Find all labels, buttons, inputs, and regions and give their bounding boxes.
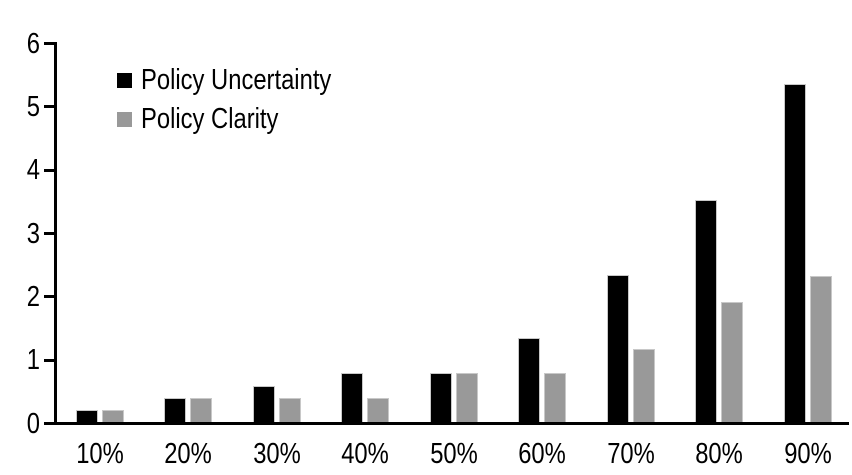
x-tick-label-30%: 30% <box>253 438 301 470</box>
bar-policy-uncertainty-80% <box>695 200 718 422</box>
x-tick-label-80%: 80% <box>695 438 743 470</box>
bar-policy-clarity-40% <box>367 398 390 422</box>
bar-policy-clarity-10% <box>102 410 124 422</box>
y-tick-label-6: 6 <box>26 27 40 60</box>
y-tick-label-5: 5 <box>26 90 40 123</box>
x-tick-label-10%: 10% <box>76 438 124 470</box>
bar-policy-uncertainty-50% <box>429 373 452 422</box>
chart-legend: Policy Uncertainty Policy Clarity <box>117 61 373 139</box>
x-tick-label-90%: 90% <box>783 438 832 470</box>
y-tick-3 <box>44 232 54 235</box>
y-tick-label-0: 0 <box>26 407 40 440</box>
bar-policy-uncertainty-90% <box>783 84 806 422</box>
bar-policy-uncertainty-70% <box>606 275 629 422</box>
legend-label-policy-uncertainty: Policy Uncertainty <box>141 64 332 96</box>
bar-policy-clarity-30% <box>278 398 301 422</box>
bar-policy-clarity-80% <box>721 302 744 422</box>
y-tick-label-2: 2 <box>26 280 40 313</box>
bar-policy-clarity-90% <box>809 276 832 422</box>
bar-policy-clarity-50% <box>455 373 478 422</box>
y-tick-label-3: 3 <box>26 217 40 250</box>
y-tick-5 <box>44 105 54 109</box>
x-tick-label-70%: 70% <box>606 438 655 470</box>
x-tick-label-60%: 60% <box>518 438 566 470</box>
bar-policy-uncertainty-30% <box>252 386 275 422</box>
legend-label-policy-clarity: Policy Clarity <box>141 103 279 135</box>
y-tick-2 <box>44 295 54 299</box>
y-tick-6 <box>44 42 54 46</box>
bar-policy-clarity-60% <box>544 373 567 422</box>
legend-item-policy-clarity: Policy Clarity <box>117 100 373 139</box>
y-tick-label-1: 1 <box>26 344 40 377</box>
y-tick-0 <box>44 422 54 425</box>
y-tick-1 <box>44 358 54 362</box>
y-tick-label-4: 4 <box>26 154 40 187</box>
y-axis-line <box>54 42 57 425</box>
y-tick-4 <box>44 168 54 172</box>
bar-policy-clarity-20% <box>190 398 213 422</box>
legend-swatch-policy-clarity <box>117 112 132 127</box>
bar-policy-clarity-70% <box>632 349 655 422</box>
bar-policy-uncertainty-20% <box>164 398 187 422</box>
x-tick-label-40%: 40% <box>341 438 390 470</box>
legend-item-policy-uncertainty: Policy Uncertainty <box>117 61 373 100</box>
x-tick-label-20%: 20% <box>164 438 213 470</box>
bar-policy-uncertainty-10% <box>76 410 98 422</box>
legend-swatch-policy-uncertainty <box>117 73 132 88</box>
x-axis-line <box>54 422 849 425</box>
x-tick-label-50%: 50% <box>429 438 478 470</box>
bar-policy-uncertainty-60% <box>518 338 541 422</box>
bar-policy-uncertainty-40% <box>341 373 364 422</box>
